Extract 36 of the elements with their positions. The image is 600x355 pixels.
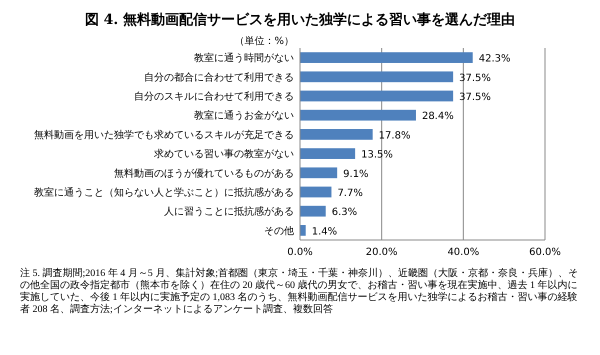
y-tick-label: 教室に通うお金がない [194,110,294,122]
data-label: 42.3% [478,54,511,65]
y-tick-label: 無料動画のほうが優れているものがある [114,167,294,180]
bar [300,71,454,82]
x-tick-label: 60.0% [529,247,561,258]
data-label: 17.8% [378,130,410,142]
data-label: 7.7% [337,188,363,199]
x-tick-label: 0.0% [287,247,313,258]
text: （単位：%） [234,35,294,47]
data-label: 28.4% [422,111,454,122]
y-tick-label: 人に習うことに抵抗感がある [164,206,294,218]
data-label: 13.5% [361,150,393,161]
bar [300,52,473,63]
y-tick-label: 無料動画を用いた独学でも求めているスキルが充足できる [34,128,294,141]
bar [300,148,356,159]
data-label: 9.1% [343,168,369,180]
chart-title: 図 4. 無料動画配信サービスを用いた独学による習い事を選んだ理由 [84,12,516,28]
bar [300,206,326,217]
y-tick-label: 求めている習い事の教室がない [154,148,294,160]
bar [300,186,332,198]
data-label: 37.5% [459,72,491,84]
text: 注 5. 調査期間;2016 年 4 月～5 月、集計対象;首都圏（東京・埼玉・千葉・神奈川）、近畿圏（大阪・京都・奈良・兵庫）、その他全国の政令指定都市（熊本市を除く）在住の 20 歳代～60 歳代の男女で、お稽古・習い事を現在実施中、過去 1 年以内に実施していた、今後 1 年以内に実施予定の 1,083 名のうち、無料動画配信サービスを用いた独学によるお稽古・習い事の経験者 208 名、調査方法;インターネットによるアンケート調査、複数回答 [20,268,580,316]
y-tick-label: 自分の都合に合わせて利用できる [144,71,294,84]
bar [300,129,373,140]
x-tick-label: 20.0% [366,247,398,258]
bar [300,90,454,102]
y-tick-label: 教室に通う時間がない [194,52,294,64]
data-label: 6.3% [332,207,358,218]
bar [300,167,338,178]
data-label: 37.5% [459,92,491,103]
y-tick-label: 自分のスキルに合わせて利用できる [134,90,294,102]
y-tick-label: その他 [264,224,294,237]
bar [300,110,416,121]
y-tick-label: 教室に通うこと（知らない人と学ぶこと）に抵抗感がある [34,186,294,198]
x-tick-label: 40.0% [447,247,480,258]
data-label: 1.4% [312,226,338,238]
